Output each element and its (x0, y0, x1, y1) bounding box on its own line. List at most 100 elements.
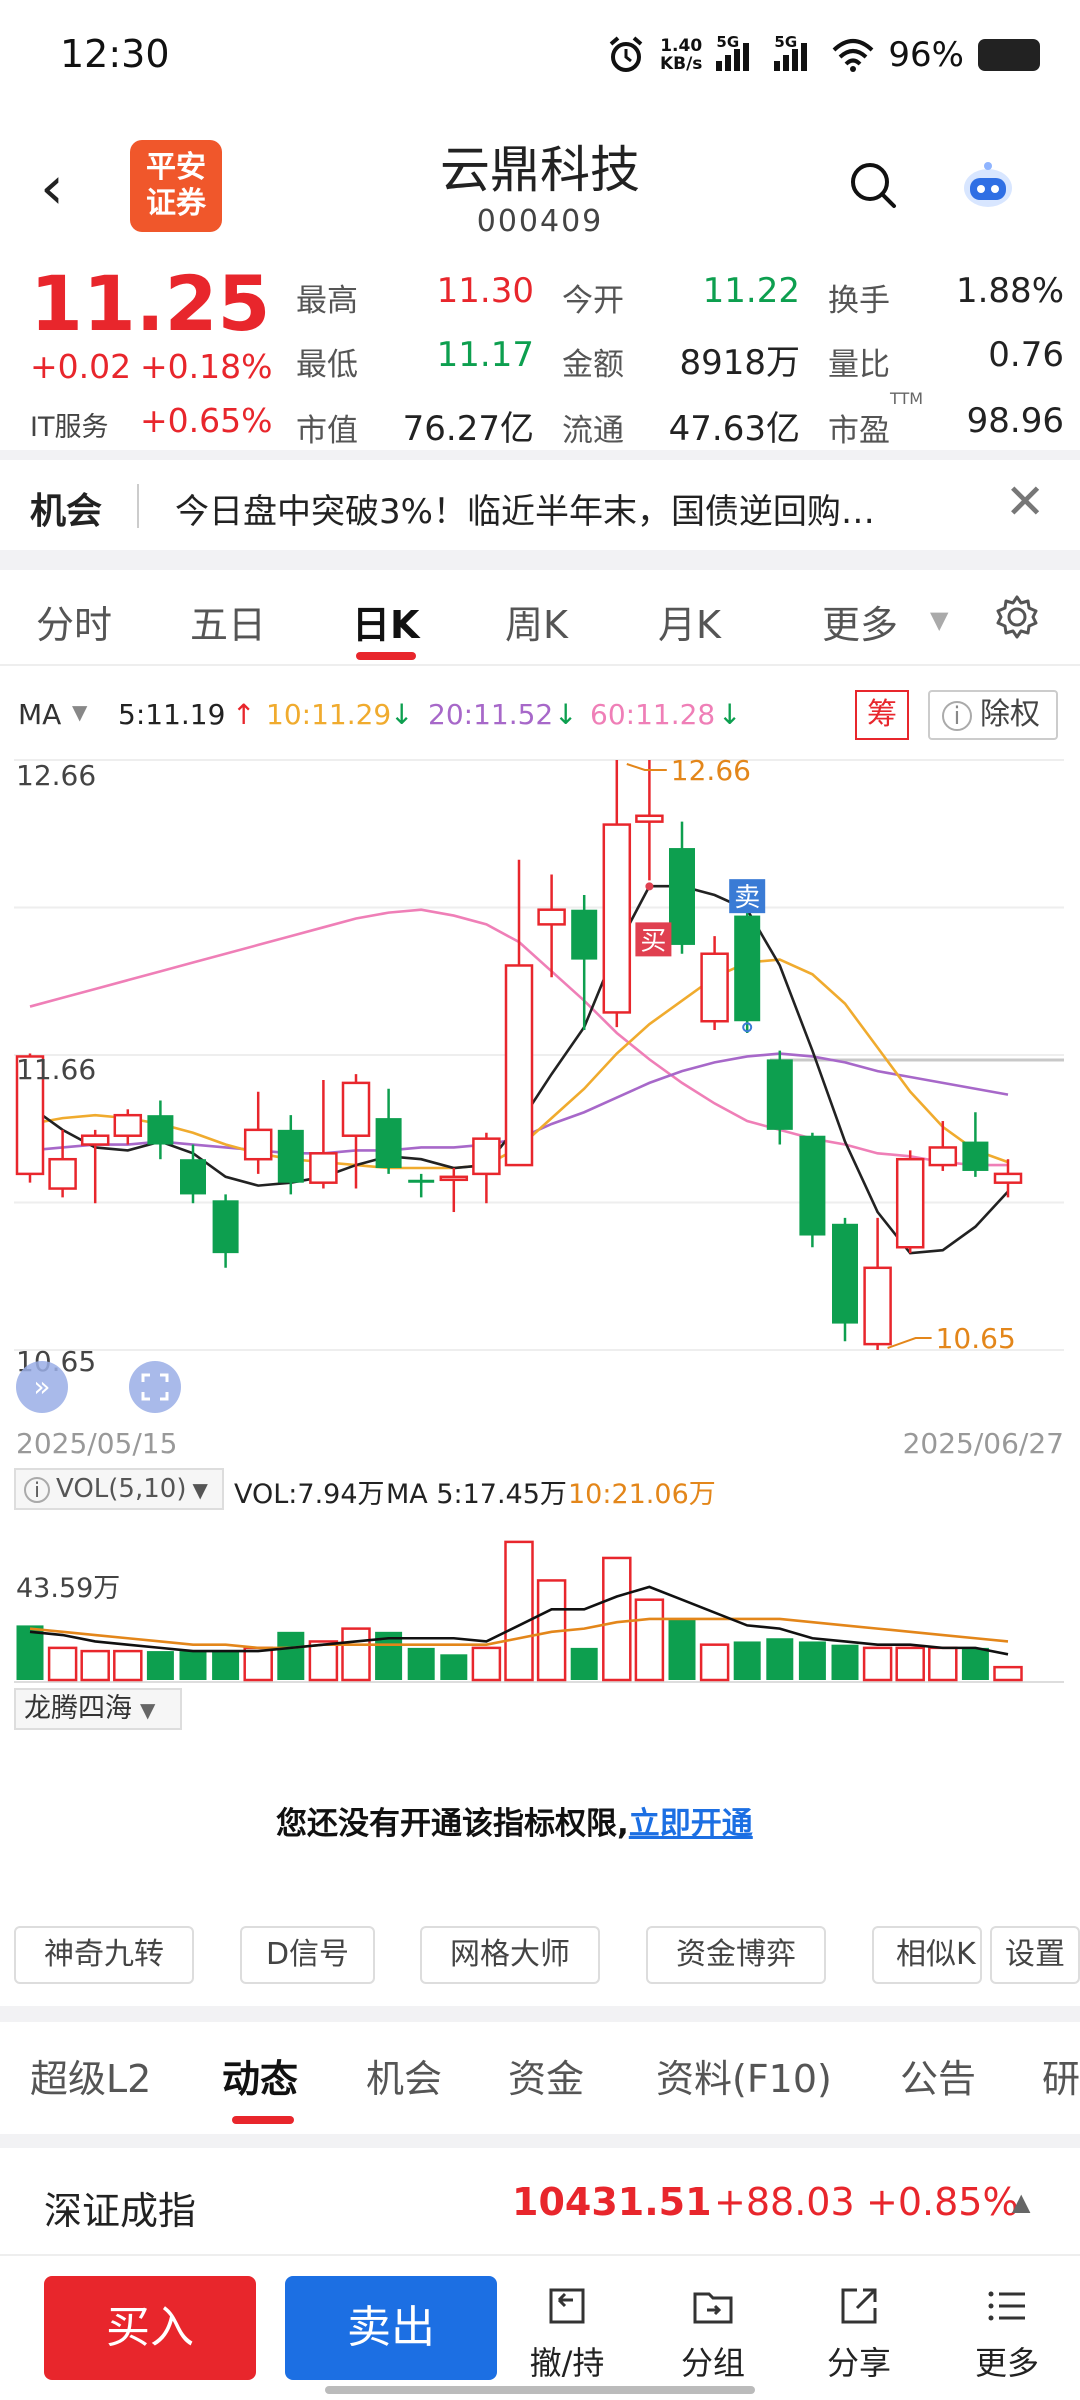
index-change: +88.03 (714, 2180, 855, 2224)
indicator-button-d-signal[interactable]: D信号 (240, 1926, 375, 1984)
alarm-icon (609, 36, 643, 72)
indicator-button-jiuzhuan[interactable]: 神奇九转 (14, 1926, 194, 1984)
share-label: 分享 (826, 2344, 891, 2382)
fullscreen-icon[interactable] (129, 1361, 181, 1413)
indicator-prompt: 您还没有开通该指标权限, (276, 1806, 629, 1842)
tab-more[interactable]: 更多 (822, 603, 899, 647)
volume-bar (277, 1631, 305, 1680)
candle-body (243, 1128, 273, 1161)
candle (895, 1150, 925, 1254)
candle-body (962, 1141, 989, 1171)
quote-label: 金额 (562, 347, 624, 383)
sell-marker (729, 879, 766, 914)
indicator-button-fund-game[interactable]: 资金博弈 (646, 1926, 826, 1984)
industry-label[interactable]: IT服务 (30, 412, 109, 443)
info-icon: i (942, 701, 972, 731)
svg-text:»: » (33, 1370, 50, 1403)
settings-button[interactable]: 设置 (990, 1926, 1080, 1984)
tab-announcements[interactable]: 公告 (900, 2057, 977, 2101)
quote-value: 8918万 (679, 343, 800, 383)
candle-body (669, 848, 695, 945)
robot-assistant-icon[interactable] (960, 160, 1016, 210)
buy-button[interactable]: 买入 (44, 2276, 256, 2380)
group-button[interactable]: 分组 (658, 2282, 768, 2384)
candle-body (993, 1172, 1023, 1184)
tab-monthly-k[interactable]: 月K (658, 603, 721, 647)
expand-left-icon[interactable]: » (16, 1361, 68, 1413)
tab-opportunity[interactable]: 机会 (366, 2057, 443, 2101)
candle (180, 1144, 206, 1204)
index-ticker[interactable]: 深证成指 10431.51 +88.03 +0.85% ▲ (0, 2148, 1080, 2256)
volume-chart[interactable]: 43.59万 (0, 1510, 1080, 1685)
candle-body (15, 1055, 45, 1176)
tab-research[interactable]: 研 (1042, 2057, 1080, 2101)
volume-bar (699, 1643, 730, 1682)
tab-five-day[interactable]: 五日 (190, 603, 267, 647)
indicator-button-grid-master[interactable]: 网格大师 (420, 1926, 600, 1984)
tab-dynamics[interactable]: 动态 (222, 2057, 299, 2101)
close-icon[interactable]: ✕ (1005, 474, 1046, 530)
volume-selector[interactable]: i VOL(5,10) ▼ (14, 1468, 224, 1510)
volume-bars (16, 1540, 1023, 1682)
withdraw-hold-button[interactable]: 撤/持 (512, 2282, 622, 2384)
sell-button[interactable]: 卖出 (285, 2276, 497, 2380)
news-bar[interactable]: 机会 今日盘中突破3%！临近半年末，国债逆回购… ✕ (0, 460, 1080, 550)
ma-legend[interactable]: MA ▼ 5:11.19 ↑ 10:11.29 ↓ 20:11.52 ↓ 60:… (0, 690, 1080, 740)
chevron-down-icon[interactable]: ▼ (72, 700, 88, 724)
volume-bar (504, 1540, 534, 1682)
share-button[interactable]: 分享 (804, 2282, 914, 2384)
tab-f10-profile[interactable]: 资料(F10) (656, 2057, 832, 2101)
candle-body (375, 1118, 402, 1169)
volume-bar (766, 1638, 794, 1680)
more-button[interactable]: 更多 (952, 2282, 1062, 2384)
status-bar: 12:30 1.40 KB/s 5G 5G 96% (0, 0, 1080, 110)
volume-bar (243, 1646, 273, 1682)
y-axis-top-label: 12.66 (16, 759, 96, 792)
chevron-down-icon[interactable]: ▼ (930, 606, 949, 634)
volume-selector-label: VOL(5,10) (56, 1474, 187, 1504)
chevron-up-icon[interactable]: ▲ (1012, 2188, 1031, 2216)
tab-funds[interactable]: 资金 (508, 2057, 585, 2101)
tab-intraday[interactable]: 分时 (36, 603, 113, 647)
tab-super-l2[interactable]: 超级L2 (30, 2057, 152, 2101)
candle (766, 1050, 793, 1145)
pe-ttm-superscript: TTM (890, 389, 924, 408)
volume-bar (407, 1647, 435, 1680)
chip-distribution-button[interactable]: 筹 (855, 690, 909, 740)
divider (0, 2134, 1080, 2148)
withdraw-icon (549, 2288, 585, 2324)
candle-body (408, 1179, 435, 1183)
indicator-button-similar-k[interactable]: 相似K (872, 1926, 982, 1984)
candle (571, 895, 598, 1031)
activate-link[interactable]: 立即开通 (628, 1806, 753, 1842)
candle (537, 874, 566, 978)
quote-label: 市值 (296, 413, 358, 449)
status-icons: 1.40 KB/s 5G 5G 96% (606, 30, 1040, 80)
kline-chart[interactable]: 12.66 11.66 10.65 2025/05/15 2025/06/27 … (0, 740, 1080, 1460)
ma-label[interactable]: MA (18, 698, 62, 731)
divider (0, 450, 1080, 460)
divider (0, 2006, 1080, 2022)
quote-value: 47.63亿 (668, 409, 800, 449)
gear-icon[interactable] (994, 594, 1040, 640)
volume-bar (928, 1646, 958, 1682)
volume-bar (146, 1651, 174, 1680)
volume-bar (733, 1641, 761, 1680)
back-icon[interactable]: ‹ (40, 153, 64, 223)
more-label: 更多 (974, 2344, 1039, 2382)
tab-weekly-k[interactable]: 周K (505, 603, 568, 647)
search-icon[interactable] (848, 160, 898, 210)
candle-body (537, 908, 566, 926)
candle (700, 936, 729, 1031)
ma20-value: 20:11.52 (428, 698, 554, 731)
indicator-selector[interactable]: 龙腾四海 ▼ (14, 1688, 182, 1730)
adjust-button[interactable]: i 除权 (928, 690, 1058, 740)
chart-grid (14, 759, 1064, 1351)
candle-body (341, 1081, 371, 1137)
candle-body (766, 1059, 793, 1130)
news-text[interactable]: 今日盘中突破3%！临近半年末，国债逆回购… (175, 492, 875, 532)
tab-daily-k[interactable]: 日K (352, 603, 420, 647)
home-indicator[interactable] (325, 2386, 755, 2394)
candle (113, 1109, 143, 1145)
info-icon: i (24, 1477, 50, 1503)
